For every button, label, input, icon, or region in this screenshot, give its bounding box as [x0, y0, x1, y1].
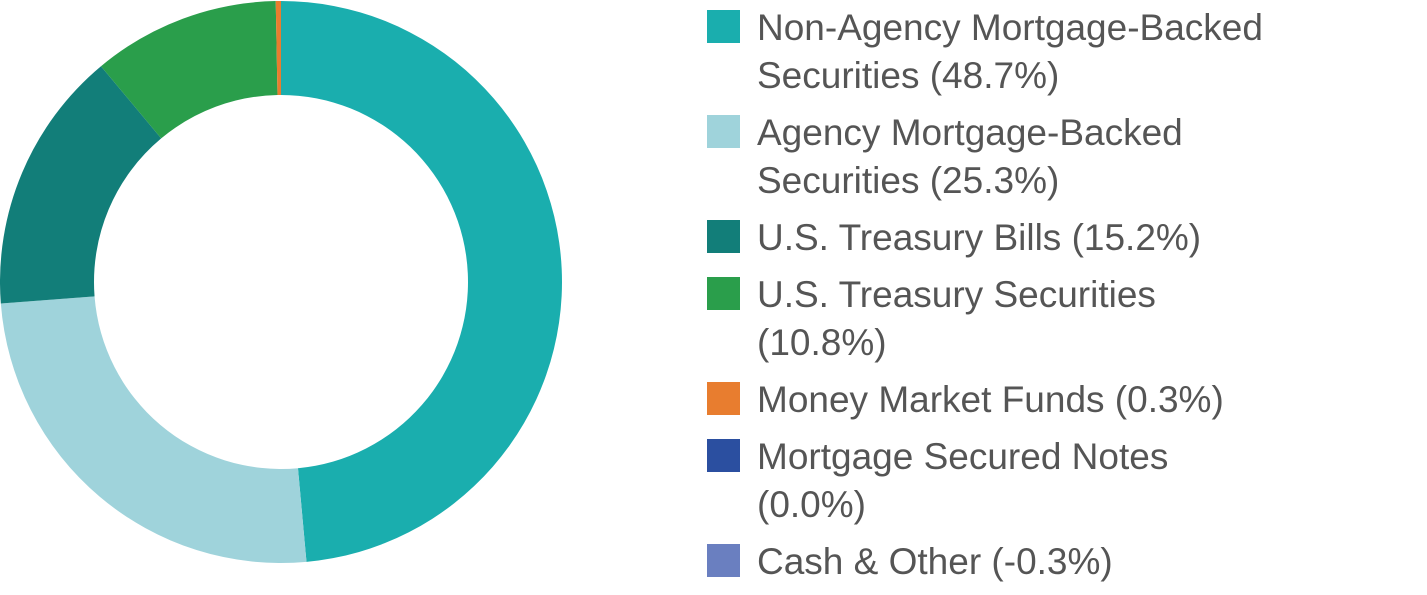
slice — [281, 1, 562, 562]
legend-swatch — [707, 382, 740, 415]
legend-label: U.S. Treasury Bills (15.2%) — [757, 217, 1202, 258]
legend-item: Money Market Funds (0.3%) — [707, 376, 1407, 424]
legend-label: Non-Agency Mortgage-Backed Securities (4… — [757, 7, 1263, 96]
slice — [275, 1, 281, 96]
legend-label: Money Market Funds (0.3%) — [757, 379, 1224, 420]
donut — [0, 1, 562, 563]
legend-label: Mortgage Secured Notes (0.0%) — [757, 436, 1169, 525]
legend-label: U.S. Treasury Securities (10.8%) — [757, 274, 1156, 363]
legend-label: Cash & Other (-0.3%) — [757, 541, 1113, 582]
legend-swatch — [707, 220, 740, 253]
legend-swatch — [707, 439, 740, 472]
legend-item: Mortgage Secured Notes (0.0%) — [707, 433, 1407, 529]
legend-swatch — [707, 10, 740, 43]
legend-swatch — [707, 115, 740, 148]
slice — [0, 296, 307, 563]
chart: Non-Agency Mortgage-Backed Securities (4… — [0, 1, 1263, 582]
legend-item: Agency Mortgage-Backed Securities (25.3%… — [707, 109, 1407, 205]
legend: Non-Agency Mortgage-Backed Securities (4… — [707, 4, 1407, 595]
legend-item: U.S. Treasury Securities (10.8%) — [707, 271, 1407, 367]
legend-item: Cash & Other (-0.3%) — [707, 538, 1407, 586]
legend-swatch — [707, 544, 740, 577]
legend-swatch — [707, 277, 740, 310]
legend-item: U.S. Treasury Bills (15.2%) — [707, 214, 1407, 262]
legend-item: Non-Agency Mortgage-Backed Securities (4… — [707, 4, 1407, 100]
slice — [0, 66, 162, 304]
slice — [100, 1, 278, 139]
legend-label: Agency Mortgage-Backed Securities (25.3%… — [757, 112, 1183, 201]
